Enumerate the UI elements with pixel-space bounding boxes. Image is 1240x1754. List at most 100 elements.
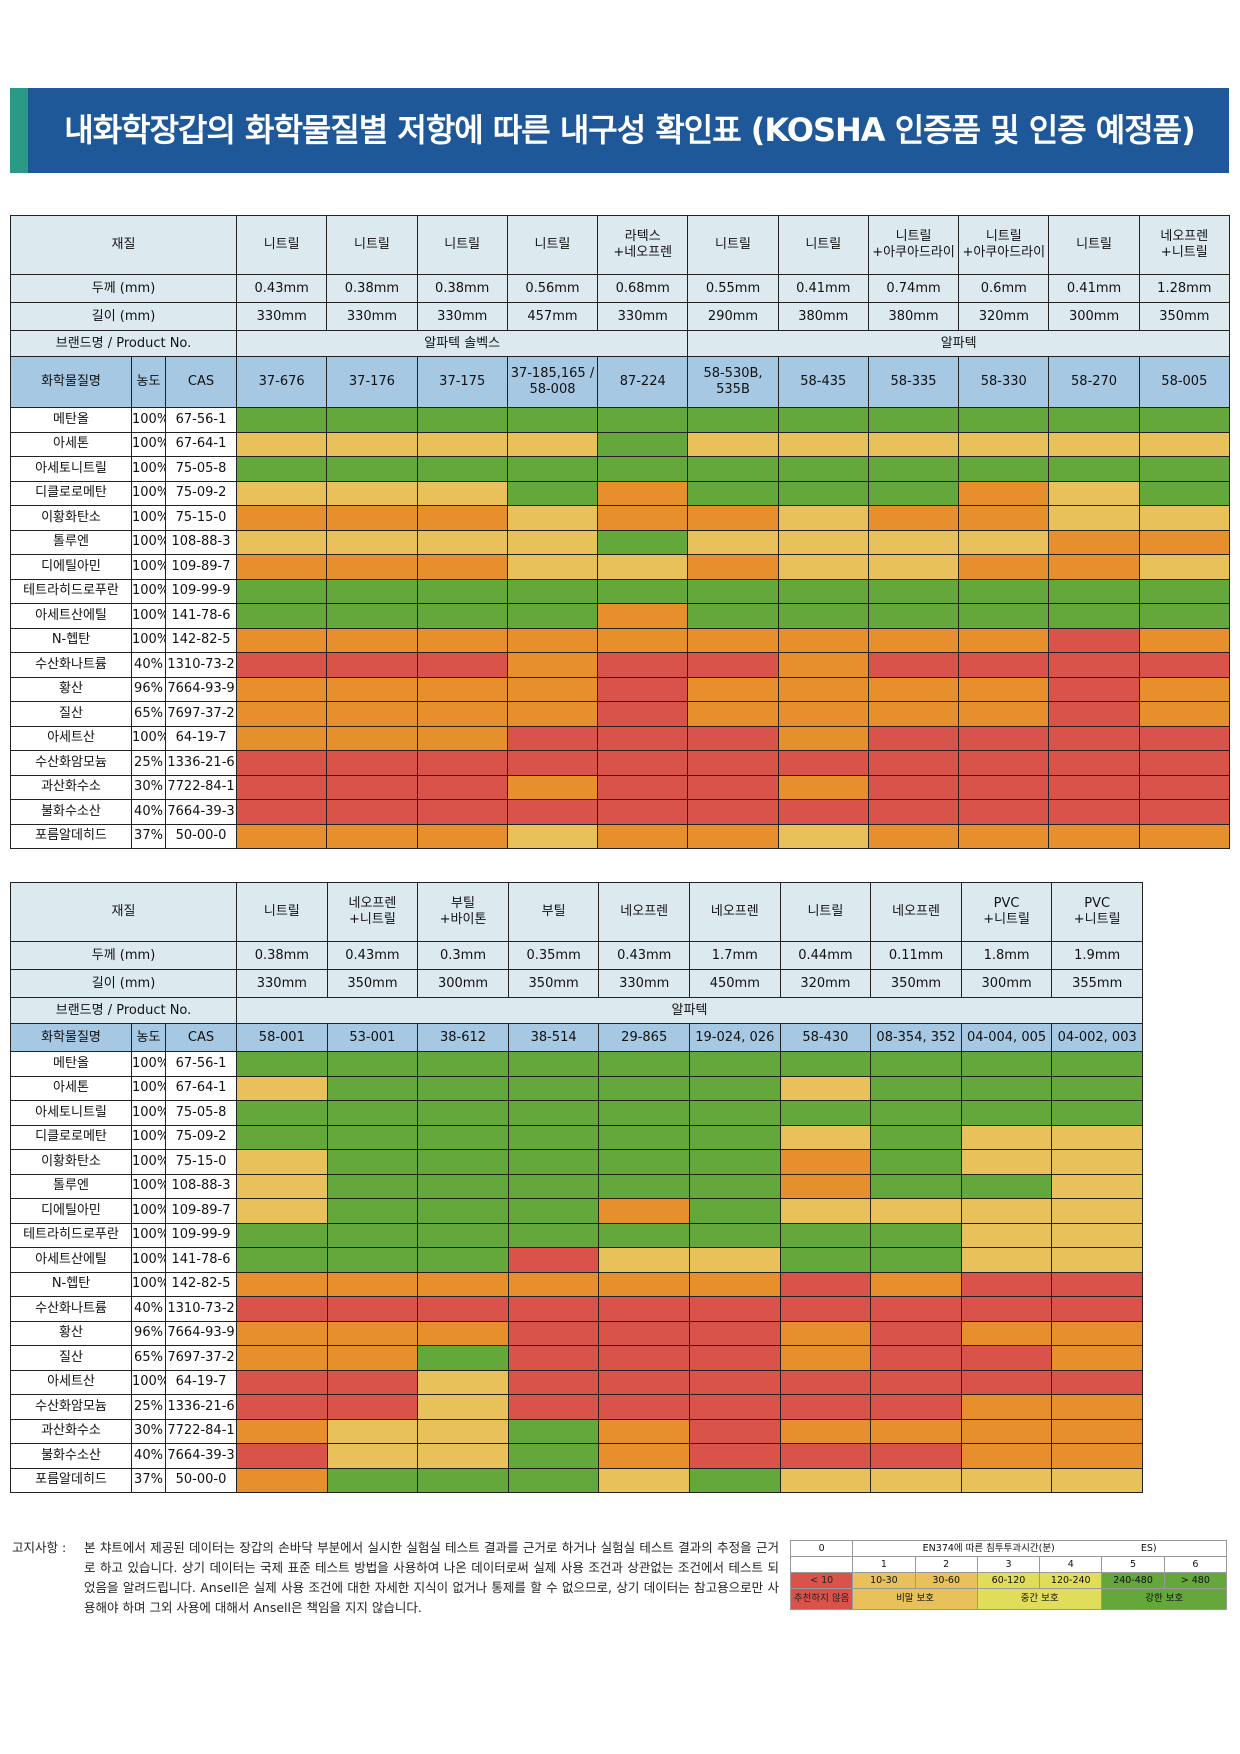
rating-cell (960, 1369, 1053, 1395)
chemical-cas: 75-05-8 (164, 1100, 238, 1126)
legend-table: 0 EN374에 따른 침투투과시간(분) ES) 1 2 3 4 5 6 < … (789, 1540, 1228, 1610)
rating-cell (506, 627, 599, 653)
rating-cell (326, 1222, 419, 1248)
rating-cell (867, 701, 960, 727)
product-cell: 37-176 (326, 356, 418, 408)
rating-cell (506, 431, 599, 457)
product-cell: 37-175 (416, 356, 508, 408)
rating-cell (597, 701, 689, 727)
rating-cell (236, 1345, 328, 1371)
chemical-cas: 7697-37-2 (164, 701, 238, 727)
product-line: 58-330 (980, 374, 1027, 389)
rating-cell (598, 1173, 690, 1199)
chemical-conc: 40% (131, 799, 166, 825)
length-cell: 290mm (687, 302, 779, 331)
thickness-cell: 0.43mm (598, 941, 690, 970)
chemical-name: 아세트산에틸 (10, 1247, 132, 1273)
thickness-cell: 1.9mm (1051, 941, 1143, 970)
product-cell: 37-185,165 /58-008 (506, 356, 599, 408)
rating-cell (870, 1271, 962, 1297)
rating-cell (597, 823, 689, 849)
chemical-name: 불화수소산 (10, 799, 132, 825)
rating-cell (689, 1051, 781, 1077)
product-cell: 58-435 (777, 356, 869, 408)
rating-cell (1048, 529, 1140, 555)
rating-cell (326, 1271, 419, 1297)
rating-cell (417, 1369, 509, 1395)
rating-cell (416, 480, 508, 506)
thickness-cell: 0.38mm (326, 274, 418, 303)
rating-cell (507, 1443, 600, 1469)
product-cell: 58-430 (779, 1023, 872, 1052)
rating-cell (236, 1075, 328, 1101)
chemical-name: 아세토니트릴 (10, 1100, 132, 1126)
chemical-conc: 25% (131, 750, 166, 776)
rating-cell (598, 1149, 690, 1175)
chemical-row: 테트라히드로푸란 100% 109-99-9 (10, 1222, 1143, 1248)
rating-cell (416, 529, 508, 555)
chemical-cas: 142-82-5 (164, 627, 238, 653)
product-line: 58-008 (529, 382, 576, 397)
notice-label: 고지사항 : (12, 1540, 67, 1555)
rating-cell (1051, 1100, 1143, 1126)
rating-cell (867, 725, 960, 751)
chemical-row: 디클로로메탄 100% 75-09-2 (10, 480, 1230, 506)
material-cell: 네오프렌 (870, 882, 962, 942)
length-cell: 330mm (597, 302, 689, 331)
material-cell: PVC +니트릴 (960, 882, 1053, 942)
notice-text: 본 챠트에서 제공된 데이터는 장갑의 손바닥 부분에서 실시한 실험실 테스트… (84, 1540, 779, 1615)
product-line: 535B (716, 382, 750, 397)
rating-cell (598, 1075, 690, 1101)
product-line: 37-175 (439, 374, 486, 389)
rating-cell (779, 1418, 872, 1444)
rating-cell (507, 1247, 600, 1273)
chemical-row: 아세트산에틸 100% 141-78-6 (10, 1247, 1143, 1273)
rating-cell (598, 1394, 690, 1420)
thickness-cell: 0.56mm (506, 274, 599, 303)
chemical-cas: 50-00-0 (164, 823, 238, 849)
thickness-row: 두께 (mm) 0.38mm 0.43mm 0.3mm 0.35mm 0.43mm 1.7m… (9, 941, 1143, 970)
cas-header: CAS (164, 1023, 238, 1052)
rating-cell (687, 799, 779, 825)
rating-cell (236, 578, 328, 604)
chemical-conc: 65% (131, 1345, 166, 1371)
rating-cell (960, 1173, 1053, 1199)
rating-cell (867, 578, 960, 604)
rating-cell (777, 823, 869, 849)
length-label: 길이 (mm) (9, 969, 238, 998)
rating-cell (506, 554, 599, 580)
rating-cell (416, 774, 508, 800)
thickness-cell: 1.7mm (689, 941, 781, 970)
rating-cell (777, 676, 869, 702)
rating-cell (326, 407, 418, 433)
chemical-conc: 100% (131, 1222, 166, 1248)
rating-cell (870, 1247, 962, 1273)
chemical-conc: 100% (131, 603, 166, 629)
rating-cell (507, 1394, 600, 1420)
rating-cell (326, 1075, 419, 1101)
rating-cell (870, 1443, 962, 1469)
material-cell: 네오프렌 (689, 882, 781, 942)
chemical-row: 아세토니트릴 100% 75-05-8 (10, 1100, 1143, 1126)
chemical-conc: 100% (131, 1149, 166, 1175)
resistance-table-1: 재질 니트릴 니트릴 니트릴 니트릴 라텍스 +네오프렌 니트릴 니트릴 니트릴 +아쿠아드라이 니트… (9, 215, 1230, 849)
chemical-cas: 7664-93-9 (164, 1320, 238, 1346)
chemical-conc: 100% (131, 1124, 166, 1150)
material-cell: 라텍스 +네오프렌 (597, 215, 689, 275)
rating-cell (867, 554, 960, 580)
chemical-row: 아세톤 100% 67-64-1 (10, 431, 1230, 457)
rating-cell (597, 480, 689, 506)
rating-cell (507, 1271, 600, 1297)
rating-cell (958, 603, 1050, 629)
rating-cell (689, 1394, 781, 1420)
rating-cell (507, 1051, 600, 1077)
chemical-conc: 25% (131, 1394, 166, 1420)
rating-cell (506, 529, 599, 555)
rating-cell (1051, 1394, 1143, 1420)
rating-cell (326, 1320, 419, 1346)
rating-cell (236, 652, 328, 678)
rating-cell (236, 1149, 328, 1175)
chemical-conc: 100% (131, 456, 166, 482)
rating-cell (507, 1467, 600, 1493)
rating-cell (326, 578, 418, 604)
